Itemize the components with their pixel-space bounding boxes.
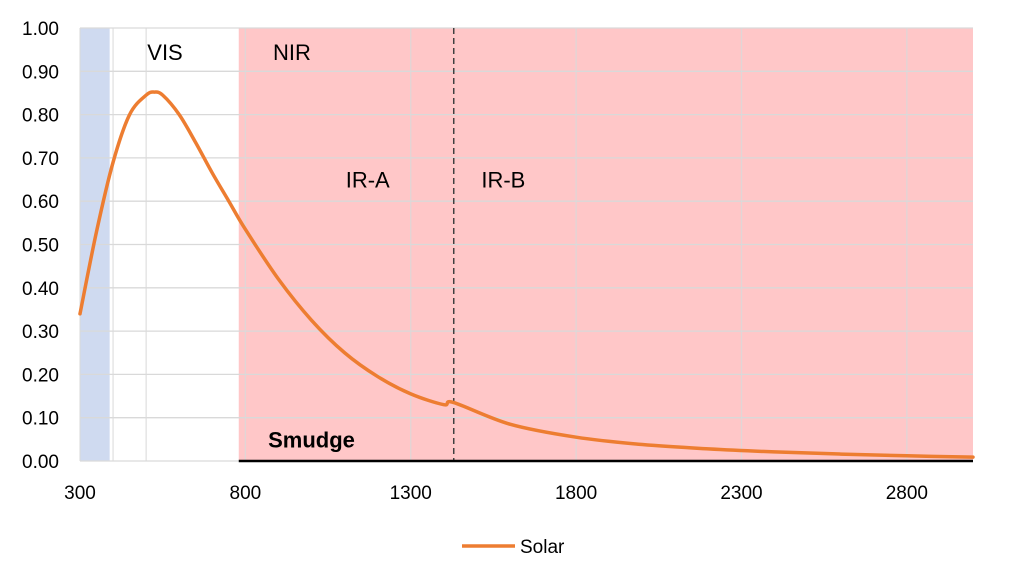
series-group — [78, 90, 975, 459]
region-label-vis: VIS — [147, 40, 182, 65]
y-tick-label: 0.80 — [22, 106, 59, 127]
x-tick-label: 1800 — [555, 483, 597, 504]
x-axis: 300 800 1300 1800 2300 2800 — [64, 483, 928, 504]
region-label-nir: NIR — [273, 40, 311, 65]
y-tick-label: 0.10 — [22, 409, 59, 430]
y-axis: 0.00 0.10 0.20 0.30 0.40 0.50 0.60 0.70 0.80 0.90… — [22, 19, 59, 473]
x-tick-label: 300 — [64, 483, 96, 504]
y-tick-label: 0.00 — [22, 452, 59, 473]
y-tick-label: 0.40 — [22, 279, 59, 300]
legend: Solar — [462, 537, 565, 558]
region-labels: VIS NIR IR-A IR-B — [147, 40, 525, 193]
y-tick-label: 0.30 — [22, 322, 59, 343]
region-label-ir-a: IR-A — [346, 168, 390, 193]
y-tick-label: 0.60 — [22, 192, 59, 213]
x-tick-label: 800 — [230, 483, 262, 504]
y-tick-label: 1.00 — [22, 19, 59, 40]
y-tick-label: 0.90 — [22, 62, 59, 83]
x-tick-label: 2300 — [720, 483, 762, 504]
x-tick-label: 2800 — [886, 483, 928, 504]
y-tick-label: 0.50 — [22, 236, 59, 257]
x-tick-label: 1300 — [390, 483, 432, 504]
annotations: Smudge — [268, 427, 355, 452]
gridlines — [79, 27, 973, 462]
annotation-smudge: Smudge — [268, 427, 355, 452]
y-tick-label: 0.70 — [22, 149, 59, 170]
y-tick-label: 0.20 — [22, 365, 59, 386]
legend-label-solar: Solar — [520, 537, 565, 558]
series-line-solar — [78, 90, 975, 459]
region-label-ir-b: IR-B — [481, 168, 525, 193]
